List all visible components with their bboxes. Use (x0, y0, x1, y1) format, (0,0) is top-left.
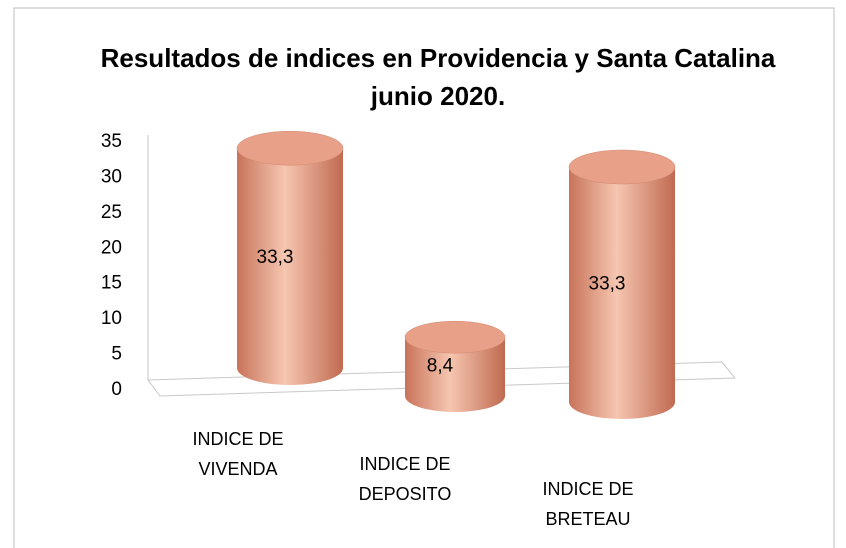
cylinder-body (405, 337, 505, 412)
y-tick-label: 25 (101, 202, 122, 223)
x-tick-label: BRETEAU (545, 509, 630, 529)
cylinder-top (404, 320, 506, 354)
cylinder (404, 320, 506, 412)
y-tick-label: 15 (101, 273, 122, 294)
value-label: 33,3 (257, 247, 294, 268)
chart-title: junio 2020. (370, 81, 505, 111)
y-tick-label: 5 (111, 344, 122, 365)
value-label: 8,4 (427, 356, 454, 377)
y-tick-label: 0 (111, 379, 122, 400)
cylinder-top (568, 149, 676, 185)
y-tick-label: 35 (101, 131, 122, 152)
cylinder-top (236, 130, 344, 166)
x-tick-label: INDICE DE (542, 479, 633, 499)
cylinder-body (237, 148, 343, 385)
x-tick-label: DEPOSITO (359, 484, 452, 504)
cylinder (568, 149, 676, 419)
value-label: 33,3 (589, 274, 626, 295)
y-tick-label: 10 (101, 308, 122, 329)
y-tick-label: 20 (101, 237, 122, 258)
chart-title: Resultados de indices en Providencia y S… (101, 43, 776, 73)
x-tick-label: INDICE DE (192, 429, 283, 449)
chart-frame (13, 7, 835, 548)
floor (147, 361, 737, 397)
cylinder (236, 130, 344, 385)
cylinder-body (569, 166, 675, 419)
x-tick-label: INDICE DE (359, 454, 450, 474)
y-tick-label: 30 (101, 166, 122, 187)
x-tick-label: VIVENDA (198, 459, 277, 479)
